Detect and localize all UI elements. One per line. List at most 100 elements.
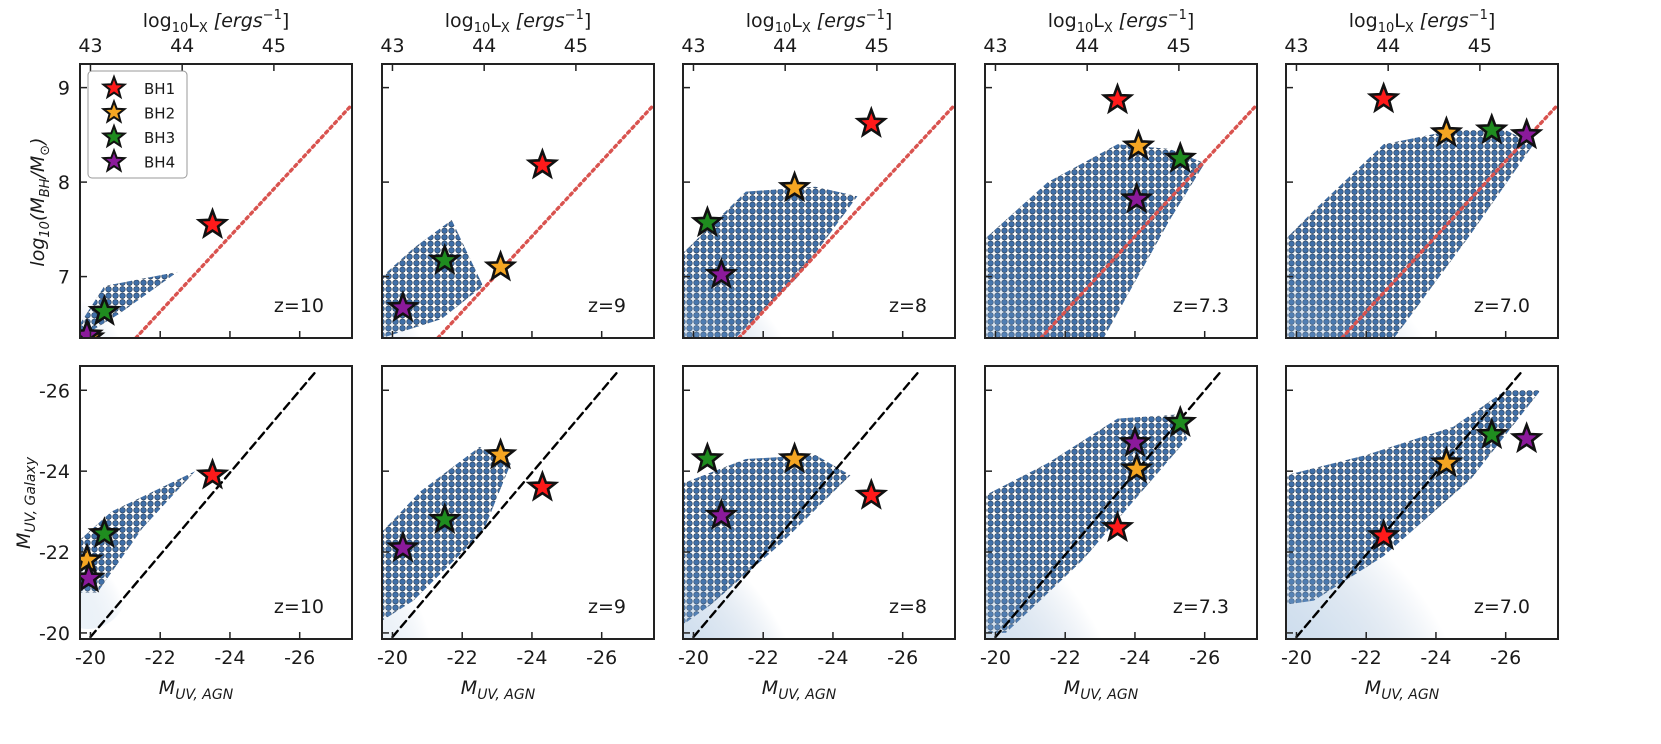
panel-frame bbox=[984, 63, 1258, 339]
axis-title-part: log bbox=[746, 10, 775, 32]
panel-plot-area bbox=[80, 102, 352, 338]
star-bh4 bbox=[1509, 117, 1544, 150]
star-bh3 bbox=[690, 205, 725, 238]
axis-title-part: X bbox=[501, 21, 510, 36]
star-bh1 bbox=[1366, 81, 1401, 114]
axis-title-part: 10 bbox=[1077, 21, 1094, 36]
axis-title-part: (M bbox=[27, 197, 49, 221]
redshift-label: z=10 bbox=[274, 295, 324, 317]
star-bh3 bbox=[1474, 112, 1509, 145]
axis-title-part: −1 bbox=[1168, 8, 1187, 23]
star-bh3 bbox=[690, 441, 725, 474]
star-bh4 bbox=[80, 560, 106, 593]
axis-title-part: M bbox=[1064, 677, 1080, 699]
redshift-label: z=7.3 bbox=[1173, 596, 1229, 618]
panel-plot-area bbox=[382, 102, 654, 338]
top-axis-title: log10LX [ergs−1] bbox=[746, 8, 893, 36]
star-bh3 bbox=[1163, 404, 1198, 437]
axis-title-part: L bbox=[1093, 10, 1104, 32]
axis-title-part: 10 bbox=[474, 21, 491, 36]
y-tick-label: -24 bbox=[39, 461, 70, 483]
panel-frame bbox=[984, 365, 1258, 640]
star-bh2 bbox=[483, 437, 518, 470]
star-bh1 bbox=[854, 105, 889, 138]
panel-frame bbox=[381, 63, 655, 339]
axis-title-part: ] bbox=[584, 10, 591, 32]
axis-title-part: BH bbox=[38, 178, 53, 197]
x-tick-label: -22 bbox=[145, 647, 176, 669]
star-bh1 bbox=[525, 469, 560, 502]
top-x-tick-label: 43 bbox=[681, 35, 705, 57]
star-bh2 bbox=[1121, 128, 1156, 161]
axis-title-part: L bbox=[188, 10, 199, 32]
one-to-one-dotted-line bbox=[1039, 102, 1257, 338]
legend-label-bh4: BH4 bbox=[144, 154, 175, 172]
x-tick-label: -24 bbox=[214, 647, 245, 669]
axis-title-part: log bbox=[1048, 10, 1077, 32]
top-x-tick-label: 44 bbox=[1376, 35, 1400, 57]
star-bh3 bbox=[87, 293, 122, 326]
axis-title-part: ] bbox=[885, 10, 892, 32]
top-x-tick-label: 45 bbox=[865, 35, 889, 57]
one-to-one-dotted-line bbox=[134, 102, 352, 338]
x-tick-label: -22 bbox=[1351, 647, 1382, 669]
axis-title-part: L bbox=[791, 10, 802, 32]
y-axis-title-top: log10(MBH/M⊙) bbox=[27, 137, 53, 266]
hexbin-density-core bbox=[382, 553, 436, 639]
axis-title-part: M bbox=[762, 677, 778, 699]
panel-frame bbox=[682, 365, 956, 640]
axis-title-part: M bbox=[159, 677, 175, 699]
axis-title-part: 10 bbox=[172, 21, 189, 36]
axis-title-part: 10 bbox=[1378, 21, 1395, 36]
axis-title-part: [ergs bbox=[208, 10, 263, 32]
y-tick-label: -22 bbox=[39, 542, 70, 564]
x-tick-label: -24 bbox=[817, 647, 848, 669]
top-x-tick-label: 45 bbox=[262, 35, 286, 57]
axis-title-part: −1 bbox=[866, 8, 885, 23]
top-x-tick-label: 43 bbox=[380, 35, 404, 57]
redshift-label: z=7.0 bbox=[1474, 596, 1530, 618]
axis-title-part: ] bbox=[282, 10, 289, 32]
star-bh3 bbox=[87, 516, 122, 549]
axis-title-part: log bbox=[27, 238, 49, 267]
axis-title-part: [ergs bbox=[510, 10, 565, 32]
axis-title-part: X bbox=[1405, 21, 1414, 36]
axis-title-part: UV, AGN bbox=[175, 687, 234, 703]
x-axis-title: MUV, AGN bbox=[159, 677, 234, 703]
redshift-label: z=9 bbox=[588, 596, 626, 618]
top-x-tick-label: 43 bbox=[78, 35, 102, 57]
x-tick-label: -24 bbox=[1420, 647, 1451, 669]
axis-title-part: M bbox=[13, 533, 35, 549]
star-bh2 bbox=[777, 441, 812, 474]
y-tick-label: 7 bbox=[58, 267, 70, 289]
x-tick-label: -20 bbox=[980, 647, 1011, 669]
hexbin-density-core bbox=[985, 474, 1135, 639]
top-axis-title: log10LX [ergs−1] bbox=[445, 8, 592, 36]
axis-title-part: UV, AGN bbox=[1381, 687, 1440, 703]
x-tick-label: -24 bbox=[1119, 647, 1150, 669]
axis-title-part: UV, AGN bbox=[778, 687, 837, 703]
star-bh4 bbox=[386, 290, 420, 323]
panel-plot-area bbox=[683, 368, 922, 639]
axis-title-part: /M bbox=[27, 156, 49, 181]
top-x-tick-label: 43 bbox=[983, 35, 1007, 57]
star-bh2 bbox=[777, 170, 812, 203]
redshift-label: z=7.0 bbox=[1474, 295, 1530, 317]
x-tick-label: -26 bbox=[1189, 647, 1220, 669]
x-tick-label: -20 bbox=[678, 647, 709, 669]
redshift-label: z=9 bbox=[588, 295, 626, 317]
x-tick-label: -20 bbox=[75, 647, 106, 669]
axis-title-part: L bbox=[1394, 10, 1405, 32]
axis-title-part: [ergs bbox=[1414, 10, 1469, 32]
x-axis-title: MUV, AGN bbox=[762, 677, 837, 703]
legend-label-bh1: BH1 bbox=[144, 80, 175, 98]
x-axis-title: MUV, AGN bbox=[1064, 677, 1139, 703]
star-bh1 bbox=[854, 477, 889, 510]
top-axis-title: log10LX [ergs−1] bbox=[1349, 8, 1496, 36]
one-to-one-dotted-line bbox=[436, 102, 654, 338]
panel-bottom-1: -20 -22 -24 -26 -20 -22 -24 -26 z=10 MUV, AGN bbox=[39, 365, 353, 703]
x-tick-label: -26 bbox=[887, 647, 918, 669]
legend-star-bh1 bbox=[100, 74, 128, 100]
